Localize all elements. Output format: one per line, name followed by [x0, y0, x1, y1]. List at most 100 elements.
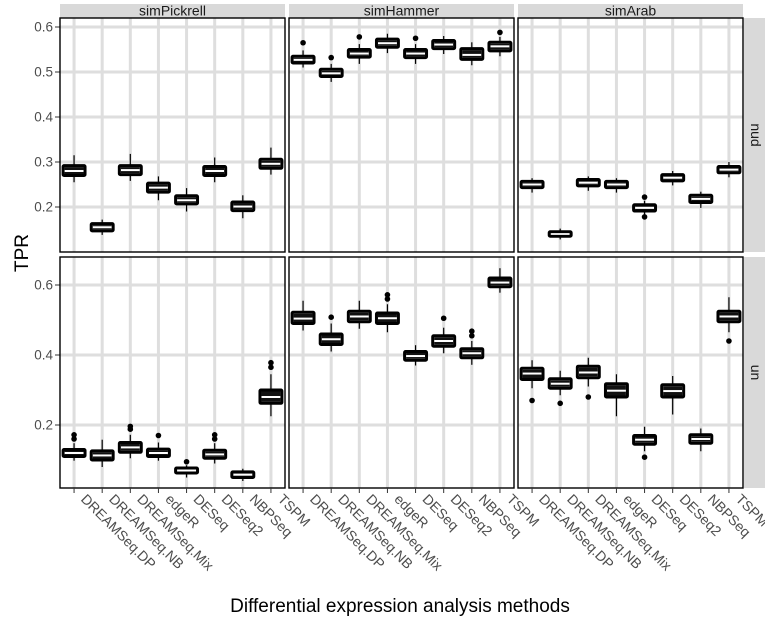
outlier-point: [128, 424, 134, 430]
box-fill-lower: [294, 320, 313, 322]
box-fill-upper: [607, 385, 626, 390]
box-fill-lower: [350, 55, 369, 56]
box-fill-upper: [406, 51, 425, 53]
y-tick-label: 0.3: [34, 155, 53, 170]
panel-nud-simPickrell: [60, 18, 285, 252]
panel-background: [60, 18, 285, 252]
box-fill-upper: [462, 50, 481, 54]
box-fill-upper: [551, 380, 570, 382]
y-tick-label: 0.4: [34, 348, 53, 363]
box-fill-lower: [523, 375, 542, 378]
box-fill-upper: [378, 315, 397, 318]
box-fill-upper: [149, 451, 168, 452]
box-fill-lower: [462, 56, 481, 58]
box-fill-lower: [294, 61, 313, 62]
outlier-point: [268, 360, 274, 366]
y-tick-label: 0.5: [34, 65, 53, 80]
box-fill-lower: [261, 165, 280, 167]
box-fill-lower: [691, 200, 710, 201]
outlier-point: [586, 394, 592, 400]
outlier-point: [328, 55, 334, 61]
outlier-point: [156, 433, 162, 439]
box-fill-lower: [65, 172, 84, 174]
panel-un-simPickrell: [60, 257, 285, 488]
y-axis-title: TPR: [12, 234, 33, 272]
box-fill-lower: [490, 284, 509, 286]
box-fill-lower: [607, 392, 626, 396]
box-fill-upper: [93, 225, 112, 226]
box-fill-upper: [607, 183, 626, 184]
box-fill-lower: [121, 171, 140, 173]
box-fill-lower: [434, 342, 453, 345]
box-fill-lower: [579, 374, 598, 377]
panel-background: [518, 18, 743, 252]
outlier-point: [529, 398, 535, 404]
panel-un-simArab: [518, 257, 743, 488]
box-fill-lower: [406, 357, 425, 359]
box-fill-upper: [406, 353, 425, 355]
outlier-point: [726, 338, 732, 344]
y-tick-label: 0.2: [34, 200, 53, 215]
box-fill-upper: [205, 168, 224, 170]
box-fill-upper: [523, 370, 542, 373]
box-fill-lower: [663, 392, 682, 395]
y-tick-label: 0.4: [34, 110, 53, 125]
box-fill-lower: [350, 318, 369, 321]
outlier-point: [71, 432, 77, 438]
box-fill-upper: [205, 452, 224, 454]
box-fill-upper: [490, 44, 509, 46]
box-fill-upper: [719, 313, 738, 316]
box-fill-upper: [149, 185, 168, 187]
box-fill-lower: [93, 228, 112, 229]
outlier-point: [642, 454, 648, 460]
box-fill-upper: [434, 42, 453, 44]
box-fill-upper: [691, 197, 710, 198]
box-fill-upper: [663, 176, 682, 177]
panel-background: [518, 257, 743, 488]
box-fill-lower: [121, 448, 140, 450]
box-fill-lower: [406, 55, 425, 57]
outlier-point: [413, 35, 419, 41]
box-fill-lower: [149, 454, 168, 455]
outlier-point: [212, 432, 218, 438]
row-label-nud: nud: [748, 123, 764, 146]
box-fill-upper: [635, 437, 654, 439]
box-fill-lower: [322, 74, 341, 75]
box-fill-lower: [635, 209, 654, 210]
box-fill-upper: [322, 71, 341, 73]
box-fill-upper: [121, 167, 140, 169]
box-fill-lower: [149, 189, 168, 191]
box-fill-upper: [434, 337, 453, 340]
box-fill-upper: [177, 197, 196, 199]
box-fill-lower: [434, 46, 453, 48]
box-fill-lower: [233, 208, 252, 210]
box-fill-lower: [378, 319, 397, 322]
panel-nud-simArab: [518, 18, 743, 252]
box-fill-upper: [233, 204, 252, 206]
y-tick-label: 0.6: [34, 20, 53, 35]
x-axis-title: Differential expression analysis methods: [230, 596, 570, 617]
outlier-point: [328, 314, 334, 320]
box-fill-lower: [663, 179, 682, 180]
box-fill-upper: [579, 181, 598, 182]
panel-un-simHammer: [289, 257, 514, 488]
box-fill-lower: [490, 47, 509, 49]
box-fill-lower: [205, 172, 224, 174]
box-fill-upper: [579, 368, 598, 372]
outlier-point: [385, 292, 391, 298]
box-fill-lower: [719, 171, 738, 172]
box-fill-lower: [462, 354, 481, 356]
facet-label-simArab: simArab: [605, 3, 657, 19]
box-fill-upper: [691, 436, 710, 438]
box-fill-upper: [635, 206, 654, 207]
box-fill-upper: [294, 314, 313, 318]
box-fill-lower: [93, 456, 112, 458]
box-fill-upper: [719, 168, 738, 169]
box-fill-upper: [93, 452, 112, 454]
box-fill-lower: [719, 318, 738, 321]
outlier-point: [497, 30, 503, 36]
box-fill-upper: [350, 51, 369, 53]
box-fill-lower: [261, 398, 280, 402]
